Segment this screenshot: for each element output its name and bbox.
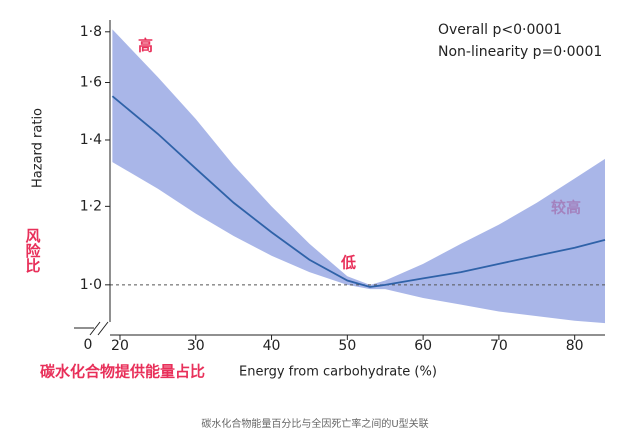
- y-tick-label: 1·0: [80, 277, 102, 293]
- x-tick-label: 40: [263, 338, 281, 354]
- x-label-cn: 碳水化合物提供能量占比: [40, 363, 205, 381]
- y-label-cn: 风险比: [24, 228, 42, 274]
- axis-break: [97, 321, 109, 336]
- x-tick-label: 50: [338, 338, 356, 354]
- x-tick-label: 30: [187, 338, 205, 354]
- y-tick-label: 1·4: [80, 132, 102, 148]
- confidence-band: [112, 29, 606, 324]
- annotation: 高: [138, 37, 153, 55]
- stat: Non-linearity p=0·0001: [438, 44, 602, 60]
- y-label: Hazard ratio: [31, 108, 46, 188]
- y-tick-label: 1·2: [80, 198, 102, 214]
- x-tick-label: 60: [414, 338, 432, 354]
- y-tick-label: 1·8: [80, 24, 102, 40]
- x-tick-label: 80: [566, 338, 584, 354]
- x-label: Energy from carbohydrate (%): [239, 365, 437, 380]
- axis-break: [89, 321, 101, 336]
- y-tick-label: 1·6: [80, 74, 102, 90]
- annotation: 低: [340, 254, 356, 272]
- x-tick-label: 0: [84, 337, 93, 353]
- stat: Overall p<0·0001: [438, 22, 562, 38]
- line: [111, 95, 606, 288]
- x-tick-label: 20: [111, 338, 129, 354]
- caption: 碳水化合物能量百分比与全因死亡率之间的U型关联: [201, 417, 428, 430]
- x-tick-label: 70: [490, 338, 508, 354]
